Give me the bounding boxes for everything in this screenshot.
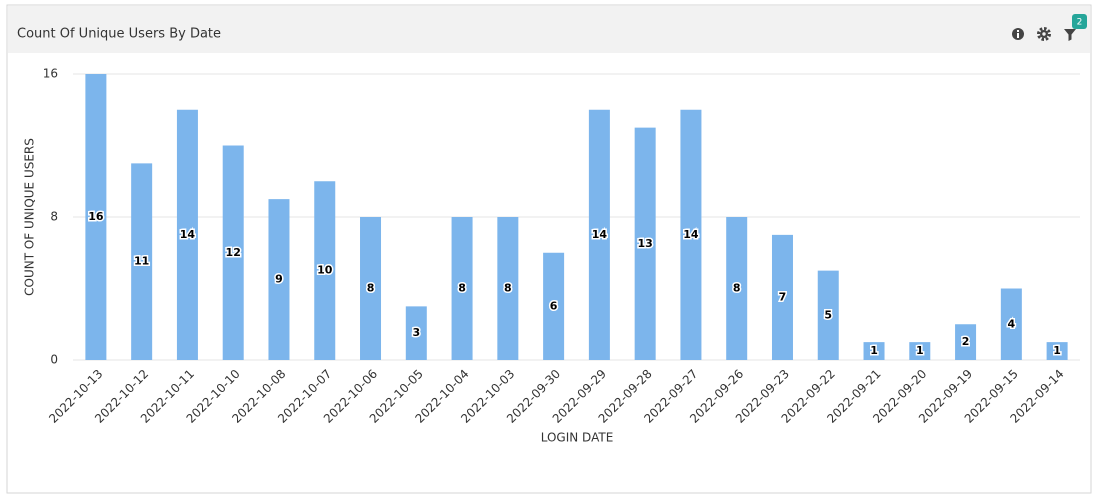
y-tick-label: 16 (43, 67, 58, 81)
data-label: 11 (134, 255, 149, 268)
data-label: 10 (317, 264, 333, 277)
data-label: 1 (1053, 344, 1061, 357)
y-tick-label: 8 (50, 210, 58, 224)
bar (726, 217, 748, 360)
bar (176, 109, 198, 360)
bar (131, 163, 153, 360)
data-label: 14 (683, 228, 699, 241)
data-label: 4 (1008, 317, 1016, 330)
bar (680, 109, 702, 360)
bar (543, 252, 565, 360)
data-label: 8 (367, 282, 375, 295)
x-axis-title: LOGIN DATE (541, 431, 614, 445)
bar (360, 217, 382, 360)
data-label: 9 (275, 273, 283, 286)
settings-icon[interactable] (1037, 27, 1051, 41)
bar (451, 217, 473, 360)
data-label: 3 (412, 326, 420, 339)
data-label: 14 (180, 228, 196, 241)
info-icon[interactable] (1012, 28, 1024, 40)
data-label: 1 (870, 344, 878, 357)
filter-badge (1072, 14, 1087, 29)
data-label: 5 (824, 308, 832, 321)
panel-header (8, 6, 1090, 53)
bar (405, 306, 427, 360)
data-label: 13 (638, 237, 653, 250)
data-label: 7 (779, 290, 787, 303)
data-label: 8 (458, 282, 466, 295)
data-label: 8 (504, 282, 512, 295)
bar (863, 342, 885, 360)
data-label: 14 (592, 228, 608, 241)
data-label: 6 (550, 299, 558, 312)
y-axis-title: COUNT OF UNIQUE USERS (23, 138, 37, 296)
bar (771, 234, 793, 360)
bar (497, 217, 519, 360)
data-label: 16 (88, 210, 104, 223)
bar (909, 342, 931, 360)
bar (268, 199, 290, 360)
bar (1046, 342, 1068, 360)
bar (222, 145, 244, 360)
filter-badge-count: 2 (1077, 18, 1083, 28)
chart-title: Count Of Unique Users By Date (17, 27, 221, 42)
y-tick-label: 0 (50, 353, 58, 367)
filter-icon[interactable] (1064, 29, 1076, 41)
data-label: 2 (962, 335, 970, 348)
data-label: 1 (916, 344, 924, 357)
bar (955, 324, 977, 360)
bar (634, 127, 656, 360)
data-label: 8 (733, 282, 741, 295)
data-label: 12 (226, 246, 241, 259)
bar (588, 109, 610, 360)
bar (1000, 288, 1022, 360)
bar (817, 270, 839, 360)
bar (85, 74, 107, 360)
bar (314, 181, 336, 360)
